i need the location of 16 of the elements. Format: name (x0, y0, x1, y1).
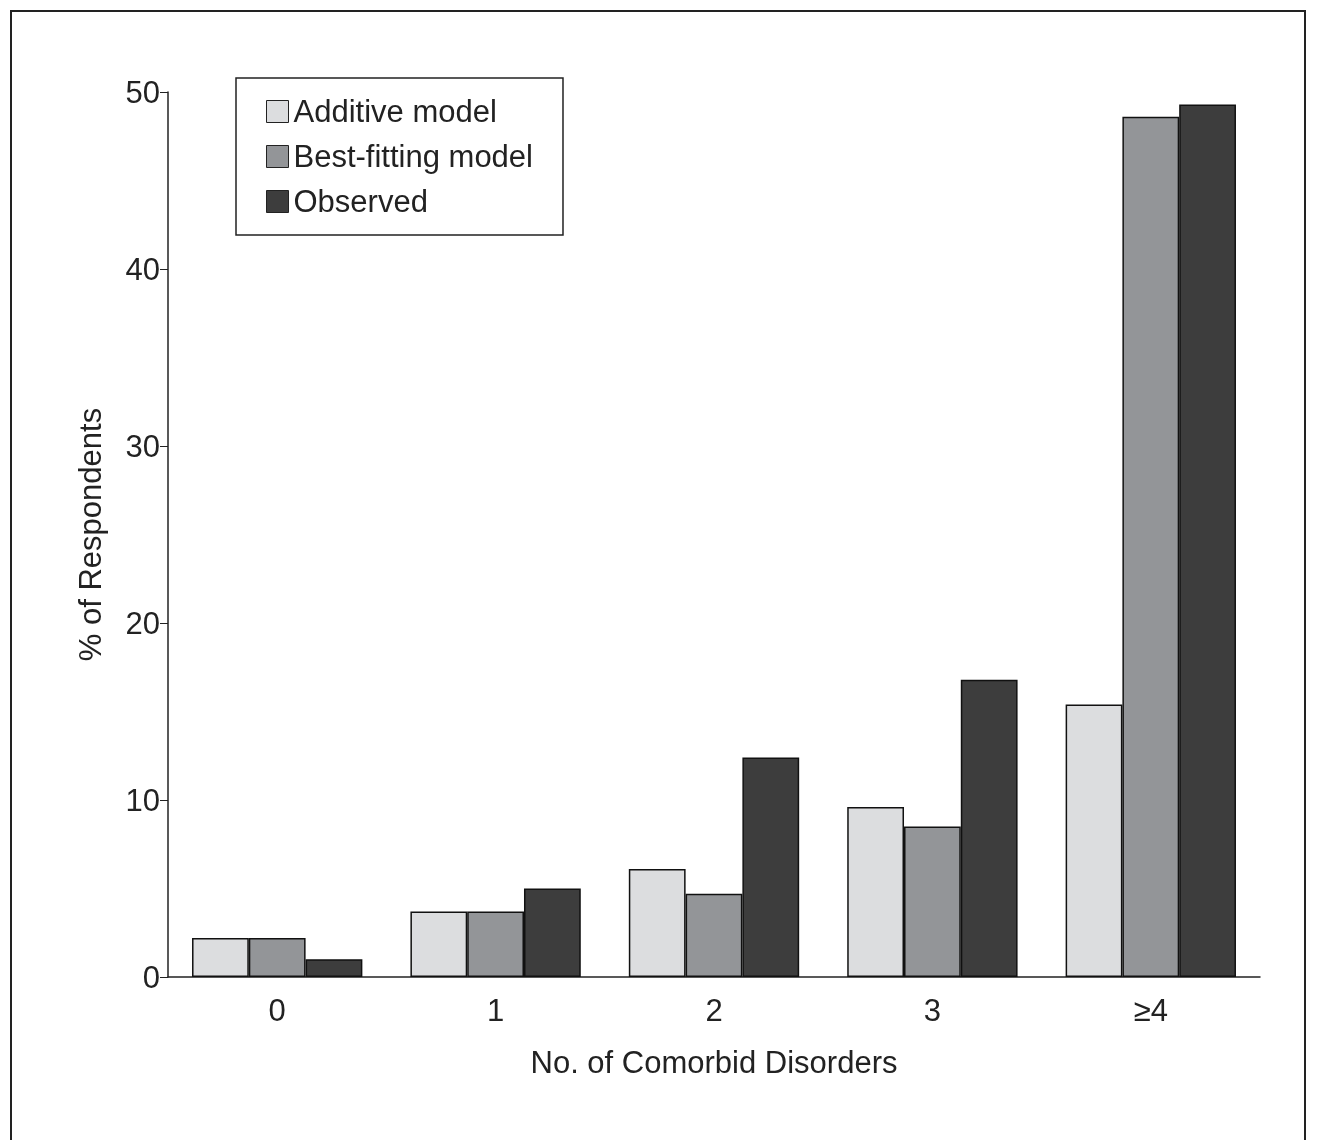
x-tick-label: ≥4 (1133, 993, 1168, 1028)
x-tick-label: 0 (268, 993, 286, 1028)
legend-label: Best-fitting model (293, 139, 533, 174)
legend-label: Additive model (293, 94, 497, 129)
y-tick-label: 10 (125, 782, 160, 818)
x-tick-label: 1 (486, 993, 505, 1028)
x-tick-label: 2 (705, 993, 723, 1028)
y-tick-label: 20 (125, 605, 160, 641)
y-axis-title: % of Respondents (73, 407, 108, 662)
y-tick-label: 50 (125, 74, 160, 110)
y-tick-label: 40 (125, 251, 160, 287)
legend-label: Observed (293, 184, 428, 219)
y-tick-label: 0 (142, 959, 160, 995)
x-tick-label: 3 (923, 993, 942, 1028)
x-axis-title: No. of Comorbid Disorders (530, 1045, 898, 1080)
y-tick-label: 30 (125, 428, 160, 464)
